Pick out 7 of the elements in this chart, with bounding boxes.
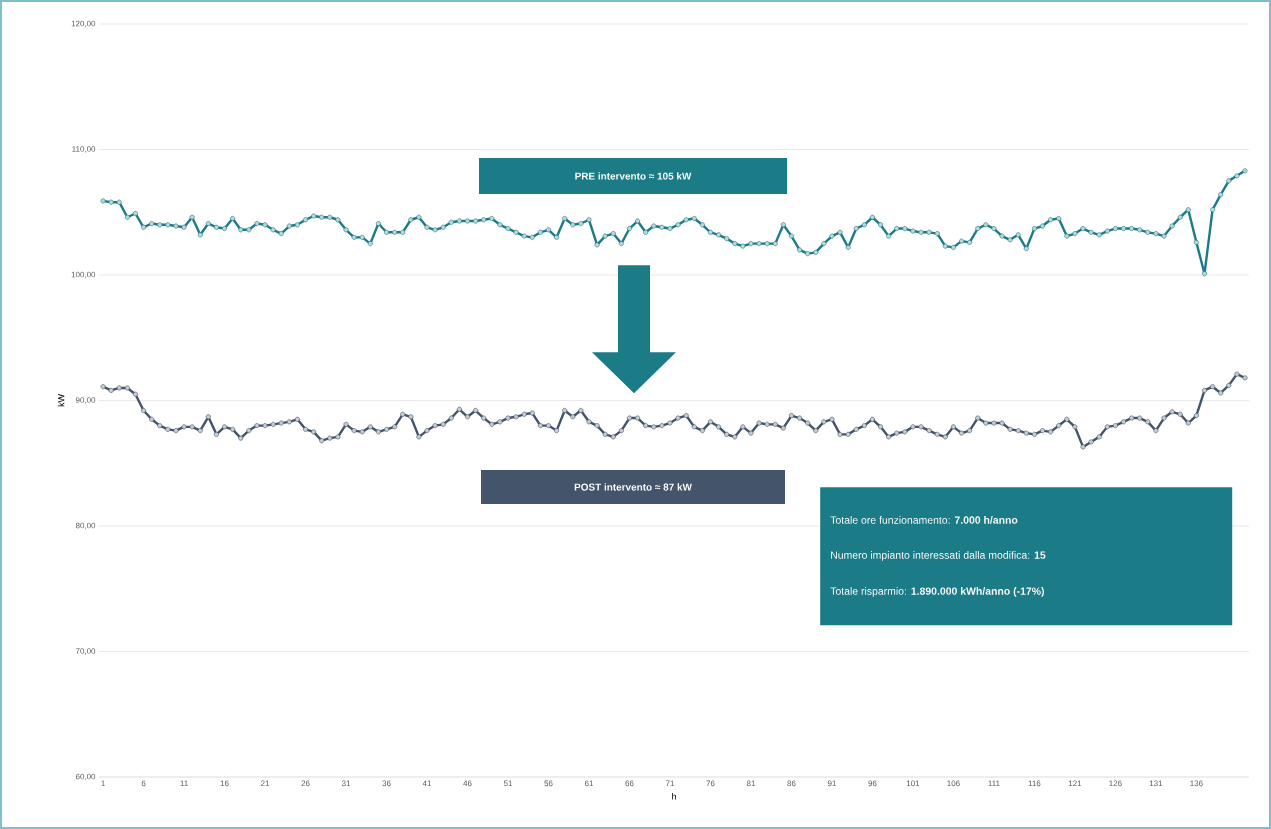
x-axis-title: h [672,792,676,800]
annotation: PRE intervento ≈ 105 kW [575,172,692,180]
y-axis-title: kW [57,394,65,407]
annotation: POST intervento ≈ 87 kW [574,483,692,491]
annotation: Totale risparmio: 1.890.000 kWh/anno (-17%) [830,587,1044,597]
annotation: Numero impianto interessati dalla modifica: 15 [831,551,1046,561]
annotation: Totale ore funzionamento: 7.000 h/anno [830,516,1018,524]
